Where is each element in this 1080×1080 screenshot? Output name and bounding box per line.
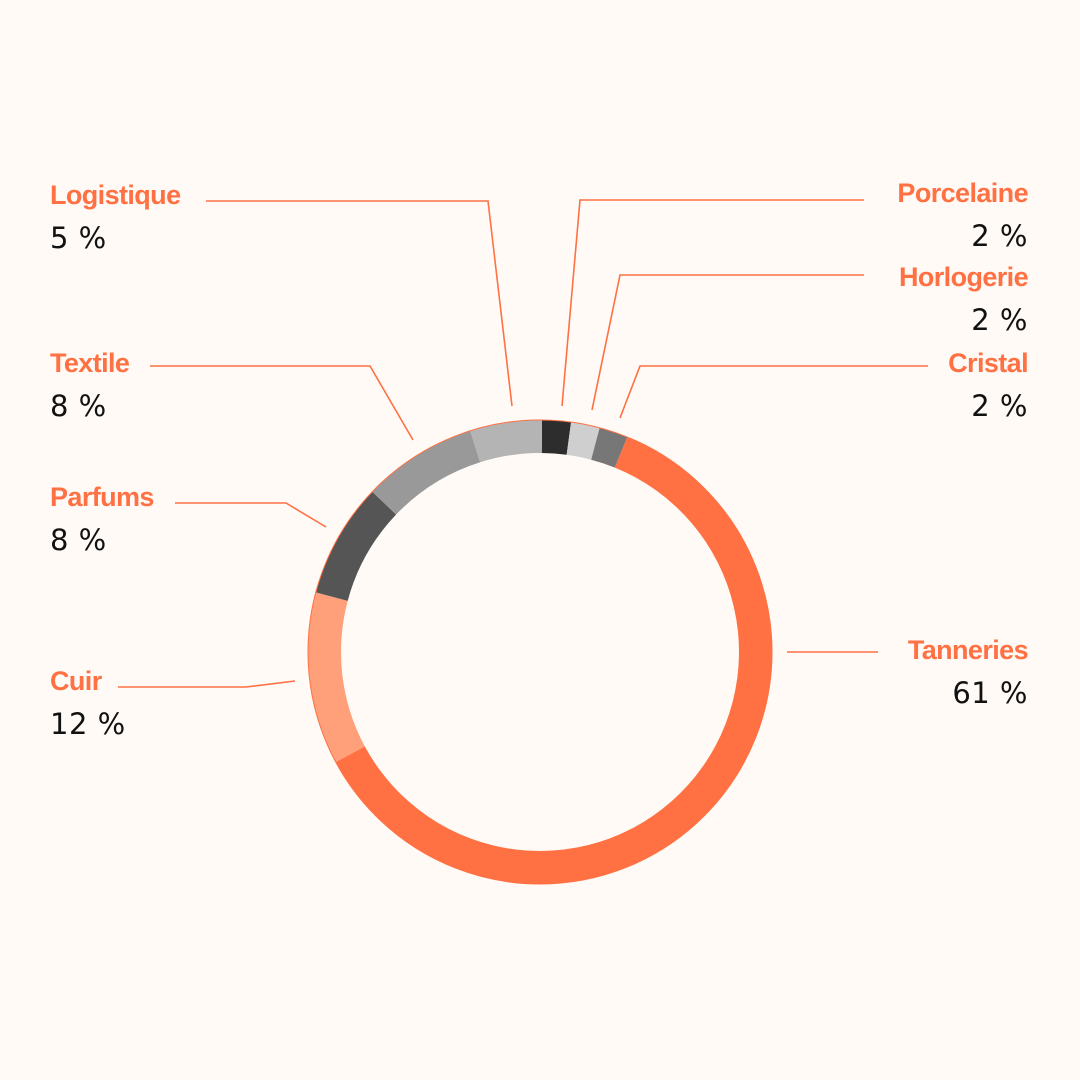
- segment-cristal: [591, 427, 628, 468]
- leader-line-cuir: [118, 680, 296, 688]
- segment-horlogerie: [566, 422, 600, 460]
- leader-line-horlogerie: [591, 274, 864, 411]
- leader-line-parfums: [175, 502, 327, 528]
- leader-line-logistique: [206, 200, 513, 407]
- donut-segments: [307, 419, 773, 885]
- ring-outline: [307, 419, 773, 885]
- label-textile-name: Textile: [50, 348, 130, 378]
- leader-line-cristal: [619, 365, 928, 419]
- label-logistique-value: 5 %: [50, 221, 107, 255]
- label-tanneries-value: 61 %: [952, 676, 1028, 710]
- segment-parfums: [315, 491, 397, 601]
- label-horlogerie-value: 2 %: [971, 303, 1028, 337]
- segment-cuir: [308, 592, 365, 762]
- label-parfums-value: 8 %: [50, 523, 107, 557]
- segment-textile: [372, 430, 481, 515]
- label-tanneries-name: Tanneries: [907, 635, 1029, 665]
- label-cuir-name: Cuir: [50, 666, 102, 696]
- label-cristal-name: Cristal: [948, 348, 1028, 378]
- label-horlogerie: Horlogerie 2 %: [898, 262, 1029, 337]
- label-textile: Textile 8 %: [50, 348, 130, 423]
- label-porcelaine: Porcelaine 2 %: [897, 180, 1028, 251]
- label-cuir-value: 12 %: [50, 707, 126, 741]
- label-parfums-name: Parfums: [50, 482, 154, 512]
- label-cuir: Cuir 12 %: [50, 668, 126, 739]
- label-cristal-value: 2 %: [971, 389, 1028, 423]
- label-horlogerie-name: Horlogerie: [898, 262, 1029, 292]
- label-textile-value: 8 %: [50, 389, 107, 423]
- label-porcelaine-name: Porcelaine: [897, 178, 1028, 208]
- leader-line-textile: [150, 365, 414, 441]
- segment-logistique: [470, 419, 543, 463]
- leader-line-porcelaine: [561, 199, 864, 407]
- label-logistique: Logistique 5 %: [50, 182, 181, 253]
- leader-lines: [118, 199, 928, 688]
- label-parfums: Parfums 8 %: [50, 484, 154, 555]
- label-tanneries: Tanneries 61 %: [907, 635, 1029, 710]
- label-cristal: Cristal 2 %: [948, 350, 1028, 421]
- label-logistique-name: Logistique: [50, 180, 181, 210]
- segment-porcelaine: [541, 420, 572, 455]
- label-porcelaine-value: 2 %: [971, 219, 1028, 253]
